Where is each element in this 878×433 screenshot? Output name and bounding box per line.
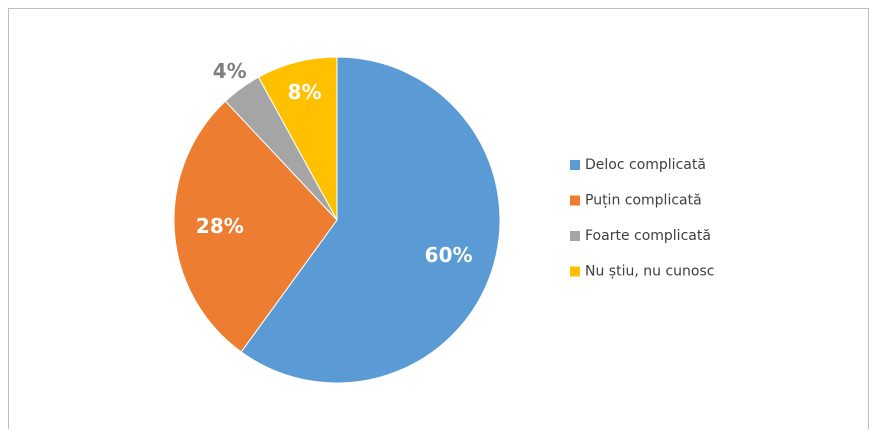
data-label: 8% xyxy=(288,80,322,104)
legend-label: Nu știu, nu cunosc xyxy=(585,264,714,280)
legend-swatch xyxy=(570,160,580,170)
pie-slice xyxy=(257,56,338,221)
pie-slice xyxy=(240,56,501,384)
legend-swatch xyxy=(570,195,580,206)
legend-label: Deloc complicată xyxy=(585,157,706,173)
data-label: 4% xyxy=(213,59,247,83)
legend-swatch xyxy=(570,266,580,277)
pie-slice xyxy=(173,100,338,353)
data-label: 28% xyxy=(196,214,244,238)
legend-label: Puțin complicată xyxy=(585,193,702,209)
legend-label: Foarte complicată xyxy=(585,228,711,244)
chart-frame xyxy=(8,8,869,433)
data-label: 60% xyxy=(425,243,473,267)
legend-swatch xyxy=(570,231,580,241)
